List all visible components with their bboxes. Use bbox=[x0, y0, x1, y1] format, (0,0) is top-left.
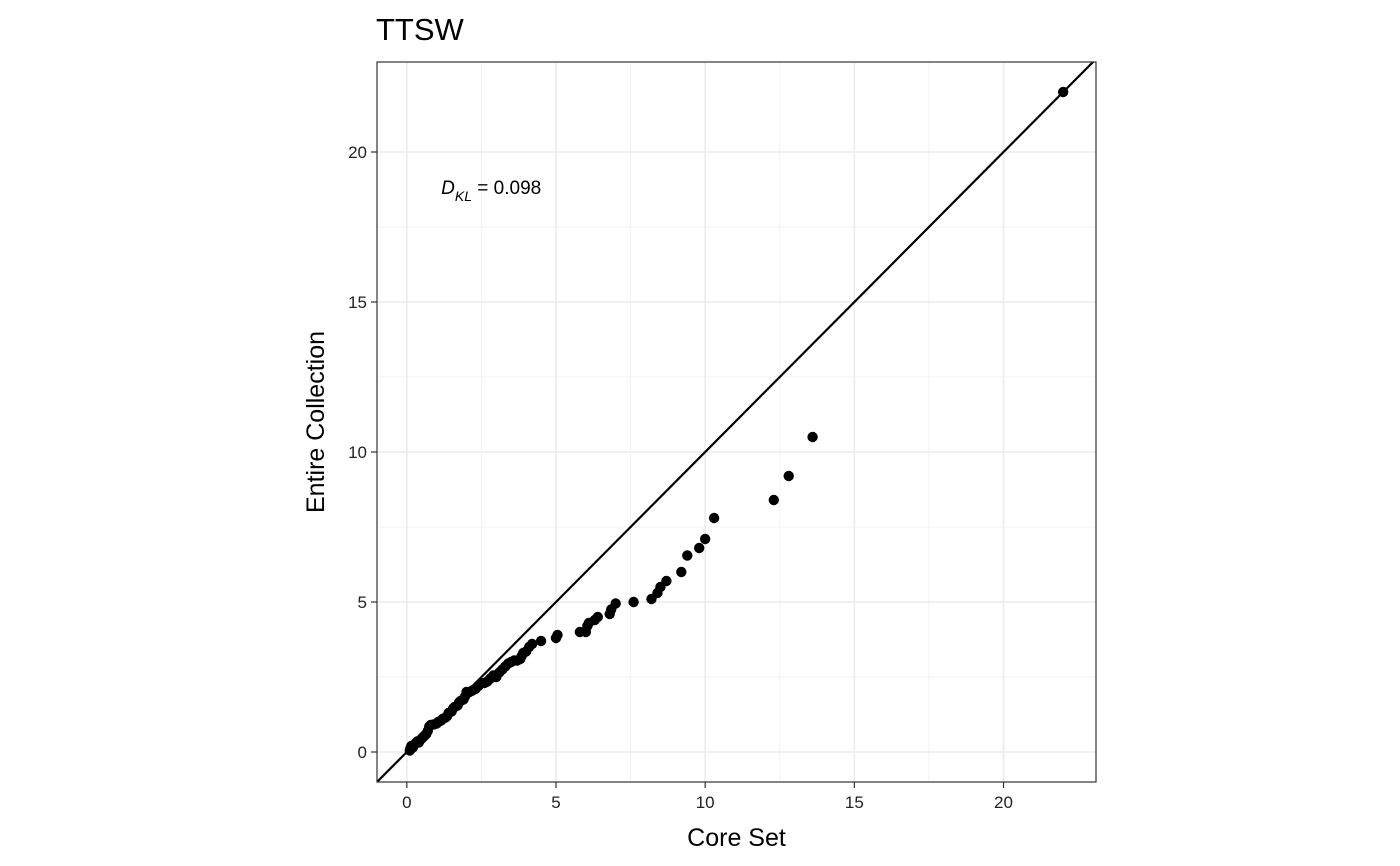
x-axis-title: Core Set bbox=[687, 824, 786, 852]
data-point bbox=[682, 550, 693, 561]
data-point bbox=[807, 431, 818, 443]
y-tick-label: 0 bbox=[358, 743, 367, 762]
annotation-value: = 0.098 bbox=[472, 178, 541, 199]
panel-border bbox=[376, 61, 1097, 783]
x-tick-label: 10 bbox=[696, 793, 715, 812]
data-point bbox=[592, 611, 603, 623]
annotation-symbol: D bbox=[441, 178, 455, 199]
data-point bbox=[535, 635, 547, 647]
major-gridlines bbox=[377, 62, 1096, 782]
x-tick-label: 15 bbox=[845, 793, 864, 812]
data-point bbox=[1057, 86, 1069, 98]
y-tick-label: 20 bbox=[348, 143, 367, 162]
data-point bbox=[610, 598, 621, 609]
data-point bbox=[552, 629, 563, 641]
data-point bbox=[783, 470, 794, 482]
data-points bbox=[404, 86, 1069, 756]
data-point bbox=[628, 596, 639, 608]
data-point bbox=[699, 533, 711, 545]
y-tick-label: 5 bbox=[358, 593, 367, 612]
x-tick-label: 20 bbox=[994, 793, 1013, 812]
y-tick-label: 10 bbox=[348, 443, 367, 462]
kl-divergence-annotation: DKL = 0.098 bbox=[441, 178, 541, 204]
x-axis-ticks: 0 5 10 15 20 bbox=[402, 782, 1013, 812]
data-point bbox=[708, 512, 720, 524]
y-tick-label: 15 bbox=[348, 293, 367, 312]
y-axis-title: Entire Collection bbox=[302, 331, 330, 513]
data-point bbox=[768, 494, 779, 506]
data-point bbox=[694, 542, 705, 554]
annotation-subscript: KL bbox=[455, 188, 472, 204]
y-axis-ticks: 0 5 10 15 20 bbox=[348, 143, 377, 762]
data-point bbox=[676, 566, 687, 578]
x-tick-label: 5 bbox=[551, 793, 560, 812]
data-point bbox=[661, 575, 672, 587]
data-point bbox=[526, 638, 538, 650]
x-tick-label: 0 bbox=[402, 793, 411, 812]
plot-title: TTSW bbox=[376, 12, 465, 47]
